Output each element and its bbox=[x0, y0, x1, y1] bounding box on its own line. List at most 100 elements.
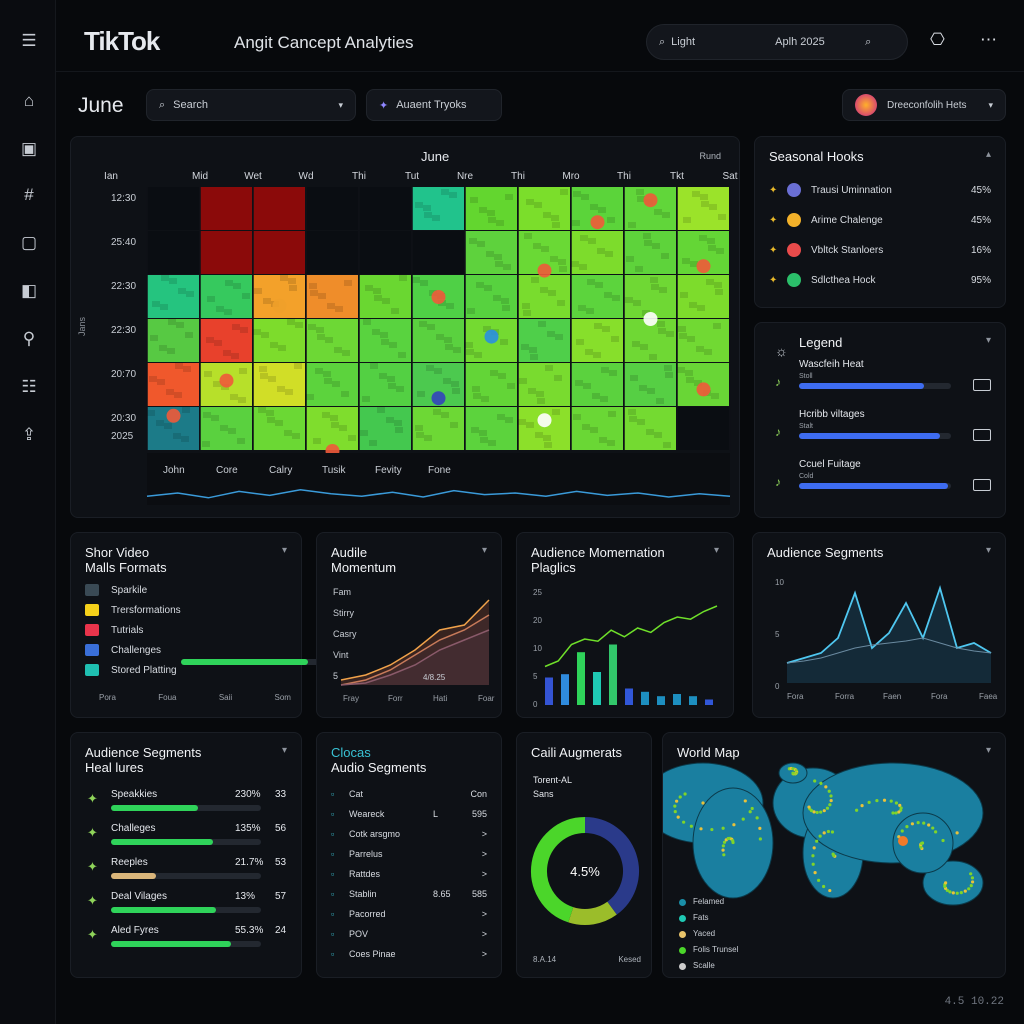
event-marker-icon[interactable] bbox=[431, 391, 446, 406]
chevron-down-icon[interactable]: ▾ bbox=[281, 545, 287, 556]
momentum-bar[interactable] bbox=[625, 688, 633, 706]
upload-icon[interactable]: ⇪ bbox=[21, 425, 37, 444]
audio-segment-item[interactable]: ▫ POV > bbox=[331, 925, 487, 943]
donut-chart[interactable]: 4.5% bbox=[517, 733, 653, 979]
heatmap-cell[interactable] bbox=[359, 407, 411, 450]
heatmap-cell[interactable] bbox=[359, 275, 411, 318]
hamburger-icon[interactable]: ☰ bbox=[21, 31, 37, 50]
format-item[interactable]: Challenges bbox=[85, 641, 287, 659]
heatmap-cell[interactable] bbox=[359, 363, 411, 406]
chevron-down-icon[interactable]: ▾ bbox=[281, 745, 287, 756]
donut-slice[interactable] bbox=[531, 817, 586, 923]
momentum-bar[interactable] bbox=[641, 691, 649, 705]
heatmap-cell[interactable] bbox=[571, 363, 623, 406]
momentum-bar[interactable] bbox=[577, 652, 585, 705]
heatmap-cell[interactable] bbox=[518, 275, 570, 318]
chevron-down-icon[interactable]: ▾ bbox=[481, 545, 487, 556]
heatmap-cell[interactable] bbox=[306, 231, 358, 274]
format-item[interactable]: Stored Platting bbox=[85, 661, 287, 679]
format-item[interactable]: Sparkile bbox=[85, 581, 287, 599]
heatmap-cell[interactable] bbox=[677, 275, 729, 318]
heatmap-cell[interactable] bbox=[253, 187, 305, 230]
filter-button[interactable]: ✦ Auaent Tryoks bbox=[366, 89, 502, 121]
chevron-down-icon[interactable]: ▾ bbox=[713, 545, 719, 556]
heatmap-cell[interactable] bbox=[677, 187, 729, 230]
heatmap-cell[interactable] bbox=[147, 231, 199, 274]
heatmap-cell[interactable] bbox=[253, 407, 305, 450]
heatmap-cell[interactable] bbox=[253, 319, 305, 362]
heatmap-cell[interactable] bbox=[359, 231, 411, 274]
calendar-icon[interactable]: ◧ bbox=[20, 281, 38, 300]
heatmap-cell[interactable] bbox=[200, 231, 252, 274]
event-marker-icon[interactable] bbox=[484, 329, 499, 344]
chevron-down-icon[interactable]: ▾ bbox=[985, 545, 991, 556]
audio-segment-item[interactable]: ▫ Rattdes > bbox=[331, 865, 487, 883]
event-marker-icon[interactable] bbox=[537, 413, 552, 428]
heatmap-cell[interactable] bbox=[306, 319, 358, 362]
legend-toggle-icon[interactable] bbox=[973, 429, 991, 441]
heatmap-cell[interactable] bbox=[200, 275, 252, 318]
momentum-bar[interactable] bbox=[689, 696, 697, 705]
chevron-down-icon[interactable]: ▾ bbox=[985, 335, 991, 346]
heatmap-cell[interactable] bbox=[571, 407, 623, 450]
audio-segment-item[interactable]: ▫ Pacorred > bbox=[331, 905, 487, 923]
heatmap-cell[interactable] bbox=[465, 187, 517, 230]
heatmap-cell[interactable] bbox=[465, 363, 517, 406]
momentum-bar[interactable] bbox=[561, 674, 569, 705]
heatmap-cell[interactable] bbox=[412, 231, 464, 274]
search-icon[interactable]: ⌕ bbox=[865, 35, 872, 48]
profile-menu[interactable]: Dreeconfolih Hets ▾ bbox=[842, 89, 1006, 121]
heatmap-cell[interactable] bbox=[624, 407, 676, 450]
event-marker-icon[interactable] bbox=[696, 382, 711, 397]
seasonal-item[interactable]: ✦ Trausi Uminnation 45% bbox=[769, 181, 991, 199]
continent-shape[interactable] bbox=[922, 860, 984, 906]
event-marker-icon[interactable] bbox=[643, 312, 658, 326]
momentum-bar[interactable] bbox=[545, 677, 553, 706]
heatmap-cell[interactable] bbox=[306, 363, 358, 406]
momentum-bar[interactable] bbox=[609, 644, 617, 706]
heatmap-cell[interactable] bbox=[624, 231, 676, 274]
heatmap-cell[interactable] bbox=[624, 319, 676, 362]
heatmap-cell[interactable] bbox=[677, 319, 729, 362]
event-marker-icon[interactable] bbox=[272, 298, 287, 313]
more-icon[interactable]: ⋯ bbox=[980, 30, 997, 49]
heatmap-cell[interactable] bbox=[147, 275, 199, 318]
event-marker-icon[interactable] bbox=[696, 259, 711, 274]
audio-segment-item[interactable]: ▫ Weareck L 595 bbox=[331, 805, 487, 823]
chevron-down-icon[interactable]: ▾ bbox=[985, 745, 991, 756]
heatmap-cell[interactable] bbox=[465, 407, 517, 450]
heatmap-cell[interactable] bbox=[147, 187, 199, 230]
heatmap-cell[interactable] bbox=[359, 319, 411, 362]
heatmap-cell[interactable] bbox=[147, 319, 199, 362]
event-marker-icon[interactable] bbox=[166, 408, 181, 423]
heatmap-cell[interactable] bbox=[200, 319, 252, 362]
heatmap-cell[interactable] bbox=[306, 187, 358, 230]
heatmap-cell[interactable] bbox=[465, 275, 517, 318]
heatmap-cell[interactable] bbox=[571, 231, 623, 274]
heatmap-cell[interactable] bbox=[518, 187, 570, 230]
heatmap-cell[interactable] bbox=[465, 231, 517, 274]
audio-momentum-chart[interactable]: Fam Stirry Casry Vint 5 4/8.25 Fray Forr Hati Foa… bbox=[317, 533, 503, 719]
key-icon[interactable]: ⚲ bbox=[22, 329, 36, 348]
heatmap-cell[interactable] bbox=[624, 275, 676, 318]
donut-slice[interactable] bbox=[584, 817, 639, 915]
donut-slice[interactable] bbox=[568, 901, 617, 925]
heatmap-cell[interactable] bbox=[624, 363, 676, 406]
seasonal-item[interactable]: ✦ Arime Chalenge 45% bbox=[769, 211, 991, 229]
heatmap-cell[interactable] bbox=[571, 275, 623, 318]
heatmap-cell[interactable] bbox=[359, 187, 411, 230]
seasonal-item[interactable]: ✦ Sdlcthea Hock 95% bbox=[769, 271, 991, 289]
world-map[interactable] bbox=[663, 733, 1006, 978]
chevron-up-icon[interactable]: ▴ bbox=[985, 149, 991, 160]
seasonal-item[interactable]: ✦ Vbltck Stanloers 16% bbox=[769, 241, 991, 259]
box-icon[interactable]: ▣ bbox=[20, 139, 38, 158]
legend-toggle-icon[interactable] bbox=[973, 379, 991, 391]
camera-icon[interactable]: ⎔ bbox=[930, 30, 945, 49]
heatmap-cell[interactable] bbox=[412, 319, 464, 362]
audio-segment-item[interactable]: ▫ Cotk arsgmo > bbox=[331, 825, 487, 843]
top-search[interactable]: ⌕ Light Aplh 2025 ⌕ bbox=[646, 24, 908, 60]
format-item[interactable]: Tutrials bbox=[85, 621, 287, 639]
heatmap-cell[interactable] bbox=[253, 363, 305, 406]
audio-segment-item[interactable]: ▫ Stablin 8.65 585 bbox=[331, 885, 487, 903]
heatmap-cell[interactable] bbox=[571, 319, 623, 362]
